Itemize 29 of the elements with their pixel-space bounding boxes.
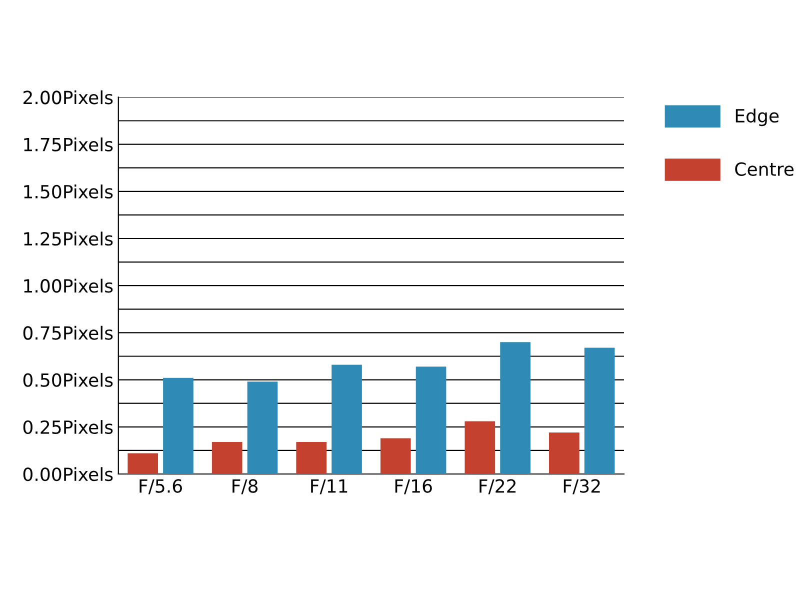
y-tick-label: 1.25Pixels [24,232,113,246]
bar [128,453,158,474]
x-tick-label: F/11 [311,479,348,494]
y-tick-label: 1.50Pixels [24,184,113,199]
y-tick-label: 1.75Pixels [24,137,113,152]
y-tick-label: 0.75Pixels [23,326,113,340]
y-tick-label: 2.00Pixels [24,90,113,104]
bar [296,442,327,474]
legend-label: Edge [736,108,779,126]
bar [247,382,278,474]
bar [380,438,411,474]
x-tick-label: F/22 [480,479,516,494]
x-tick-label: F/32 [564,479,600,494]
x-tick-label: F/5.6 [140,479,182,494]
x-tick-label: F/16 [395,479,432,494]
bar [416,366,446,474]
bar [163,378,194,474]
legend-label: Centre [735,162,794,176]
y-tick-label: 1.00Pixels [24,278,113,293]
bar [212,442,242,474]
bar [500,342,530,474]
x-tick-label: F/8 [232,479,258,494]
bar [584,348,615,474]
bar [464,421,496,474]
y-tick-label: 0.25Pixels [23,420,113,434]
y-tick-label: 0.00Pixels [23,467,113,482]
bar [549,432,580,474]
y-tick-label: 0.50Pixels [23,372,113,387]
bar [332,364,362,474]
